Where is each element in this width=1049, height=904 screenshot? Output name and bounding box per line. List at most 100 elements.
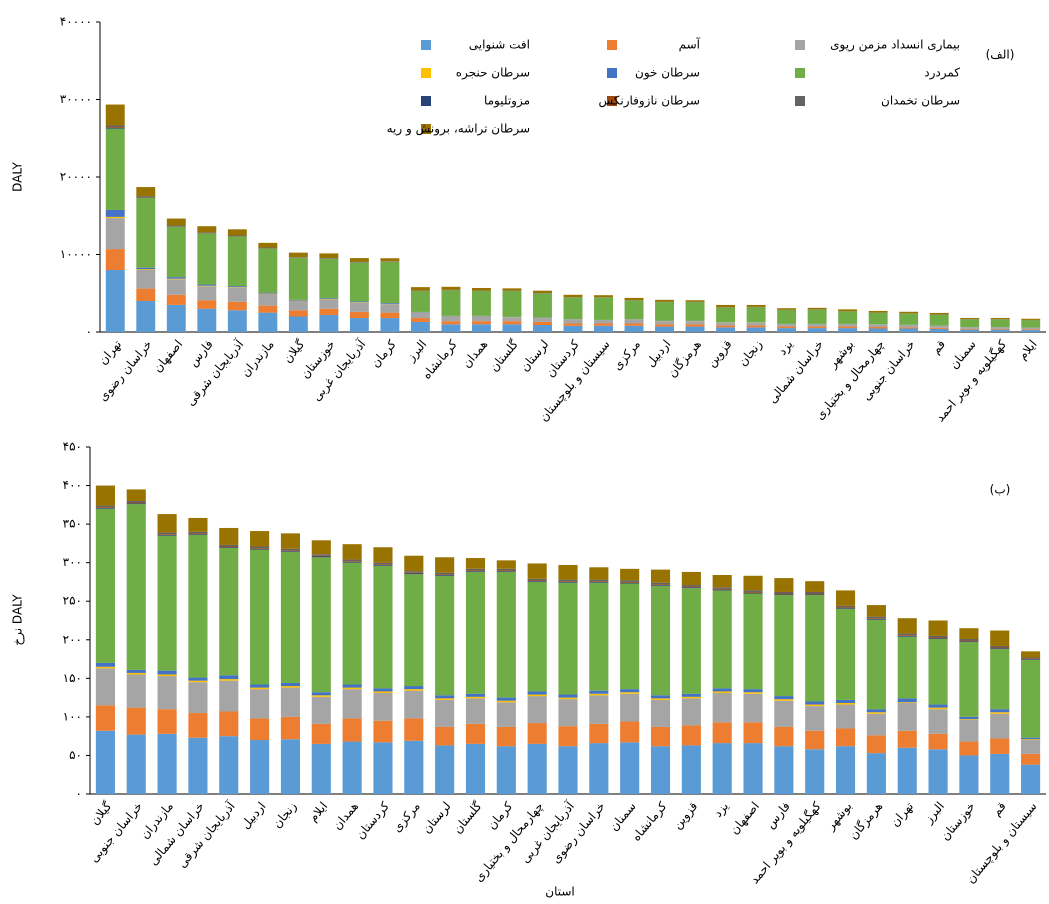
x-tick-label: خراسان شمالی xyxy=(765,337,827,406)
bar-segment xyxy=(219,736,239,794)
bar-segment xyxy=(594,297,613,320)
bar-segment xyxy=(835,608,856,609)
bar-segment xyxy=(558,579,578,582)
bar-segment xyxy=(743,590,763,592)
bar-segment xyxy=(404,740,424,794)
legend-swatch xyxy=(421,96,431,106)
bar-segment xyxy=(280,550,301,552)
bar-segment xyxy=(805,701,825,705)
bar-segment xyxy=(126,672,146,675)
bar-segment xyxy=(620,580,640,582)
bar-segment xyxy=(835,699,856,704)
y-tick-label: ۳۵۰ xyxy=(63,517,82,531)
bar-segment xyxy=(435,698,455,700)
bar-segment xyxy=(502,324,522,332)
bar-segment xyxy=(594,295,613,298)
bar-segment xyxy=(838,311,858,324)
bar-segment xyxy=(380,304,400,313)
bar-segment xyxy=(227,236,247,287)
bar-segment xyxy=(712,688,732,692)
bar-segment xyxy=(527,581,547,692)
bar-segment xyxy=(496,702,516,727)
bar-segment xyxy=(105,127,125,129)
bar-segment xyxy=(928,704,948,708)
bar-segment xyxy=(990,319,1010,328)
bar-segment xyxy=(496,697,516,701)
bar-segment xyxy=(527,563,547,579)
bar-segment xyxy=(342,544,362,560)
bar-segment xyxy=(319,314,339,332)
bar-segment xyxy=(620,583,640,690)
bar-segment xyxy=(1021,318,1041,320)
bar-segment xyxy=(250,684,270,688)
bar-segment xyxy=(866,713,886,736)
legend-label: افت شنوایی xyxy=(469,38,530,53)
bar-segment xyxy=(929,314,949,326)
y-tick-label: ۳۰۰ xyxy=(63,555,82,569)
legend-swatch xyxy=(607,40,617,50)
bar-segment xyxy=(126,500,146,503)
bar-segment xyxy=(197,226,217,233)
bar-segment xyxy=(157,670,177,675)
bar-segment xyxy=(465,571,486,572)
bar-segment xyxy=(897,635,917,637)
bar-segment xyxy=(1021,651,1041,658)
bar-segment xyxy=(959,755,979,794)
bar-segment xyxy=(471,287,491,291)
bar-segment xyxy=(712,692,732,723)
bar-segment xyxy=(866,618,886,620)
bar-segment xyxy=(496,726,516,747)
bar-segment xyxy=(126,674,146,708)
bar-segment xyxy=(650,698,671,700)
bar-segment xyxy=(533,321,552,326)
bar-segment xyxy=(712,589,732,591)
bar-segment xyxy=(746,322,766,326)
bar-segment xyxy=(866,618,886,619)
x-tick-label: اصفهان xyxy=(150,337,185,375)
bar-segment xyxy=(219,547,239,549)
bar-segment xyxy=(527,581,547,582)
bar-segment xyxy=(280,686,301,688)
bar-segment xyxy=(929,327,949,329)
bar-segment xyxy=(227,301,247,311)
bar-segment xyxy=(929,325,949,328)
bar-segment xyxy=(899,328,919,332)
bar-segment xyxy=(899,327,919,329)
bar-segment xyxy=(866,619,886,710)
bar-segment xyxy=(620,582,640,584)
bar-segment xyxy=(743,693,763,723)
bar-segment xyxy=(502,291,522,317)
bar-segment xyxy=(126,503,146,505)
bar-segment xyxy=(319,298,339,300)
bar-segment xyxy=(558,746,578,794)
bar-segment xyxy=(288,257,308,300)
x-tick-label: تهران xyxy=(888,799,917,830)
bar-segment xyxy=(373,562,393,565)
bar-segment xyxy=(441,286,461,290)
bar-segment xyxy=(959,642,979,717)
bar-segment xyxy=(685,300,705,302)
bar-segment xyxy=(465,693,486,697)
y-tick-label: ۰ xyxy=(86,325,92,339)
bar-segment xyxy=(380,261,400,304)
bar-segment xyxy=(496,700,516,703)
bar-segment xyxy=(716,325,736,328)
bar-segment xyxy=(404,574,424,687)
x-tick-label: آذربایجان غربی xyxy=(309,336,370,404)
bar-segment xyxy=(157,674,177,677)
bar-segment xyxy=(342,562,362,685)
bar-segment xyxy=(95,507,115,508)
bar-segment xyxy=(716,304,736,308)
y-tick-label: ۲۵۰ xyxy=(63,594,82,608)
bar-segment xyxy=(465,558,486,569)
legend-label: بیماری انسداد مزمن ریوی xyxy=(830,38,960,53)
bar-segment xyxy=(805,706,825,731)
bar-segment xyxy=(311,555,331,557)
bar-segment xyxy=(342,561,362,563)
bar-segment xyxy=(1021,740,1041,754)
legend-swatch xyxy=(607,68,617,78)
bar-segment xyxy=(188,531,208,534)
bar-segment xyxy=(959,641,979,643)
bar-segment xyxy=(404,555,424,572)
bar-segment xyxy=(929,312,949,315)
